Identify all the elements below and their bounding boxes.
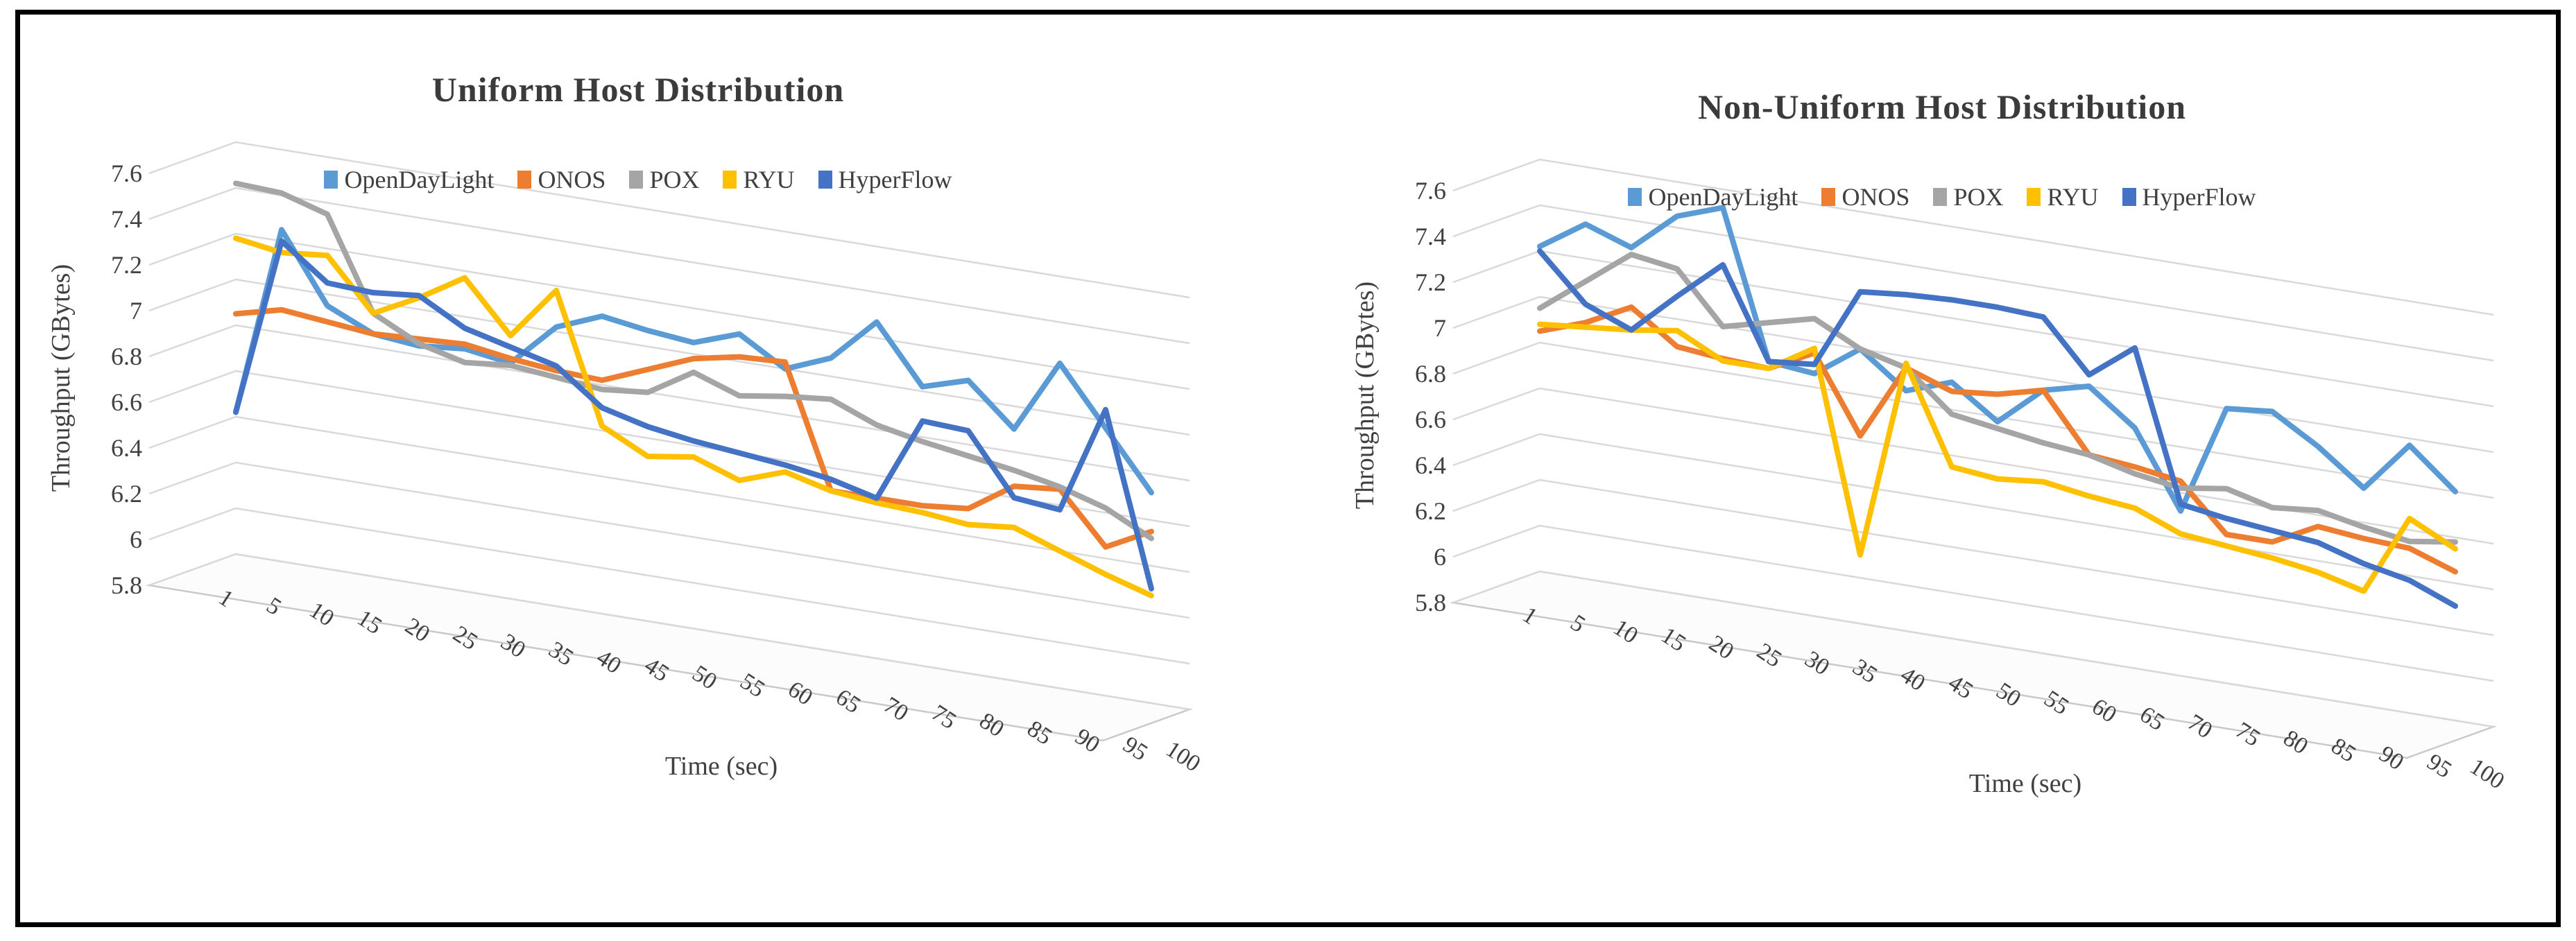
y-tick-label: 7 xyxy=(130,297,142,325)
series-line-ryu xyxy=(1537,321,2458,594)
y-tick-label: 7.6 xyxy=(111,159,142,187)
x-tick-labels: 1 5 10 15 20 25 30 35 40 45 50 55 60 65 70 75 80 85 90 95 10… xyxy=(214,585,1205,777)
y-tick-label: 6.2 xyxy=(111,480,142,508)
legend-swatch-pox xyxy=(629,171,644,189)
legend-item-onos: ONOS xyxy=(1821,182,1909,211)
y-tick-label: 6 xyxy=(130,526,142,553)
chart-plot-0: 7.6 7.4 7.2 7 6.8 6.6 6.4 6.2 6 5.8 1 5 10 15 20 25 30 35… xyxy=(46,141,1205,781)
y-tick-label: 7.2 xyxy=(1415,268,1446,296)
chart-plot-1: 7.6 7.4 7.2 7 6.8 6.6 6.4 6.2 6 5.8 1 5 10 15 20 25 30 35… xyxy=(1350,158,2509,798)
gridline xyxy=(1452,204,2494,362)
y-tick-label: 6 xyxy=(1434,543,1446,571)
chart-title-non-uniform: Non-Uniform Host Distribution xyxy=(1697,87,2187,126)
gridline xyxy=(148,232,1190,390)
series-line-onos xyxy=(1537,304,2458,575)
legend-label: POX xyxy=(1953,183,2004,211)
gridline xyxy=(148,141,1190,299)
gridline xyxy=(148,324,1190,482)
legend-item-ryu: RYU xyxy=(723,165,795,194)
legend-label: POX xyxy=(649,166,700,193)
gridline xyxy=(1452,433,2494,591)
y-tick-label: 5.8 xyxy=(111,571,142,599)
x-tick-label: 100 xyxy=(1161,736,1205,777)
gridline xyxy=(1452,158,2494,316)
x-axis-title: Time (sec) xyxy=(665,752,778,781)
legend-item-onos: ONOS xyxy=(517,165,606,194)
series-line-hyperflow xyxy=(233,238,1154,592)
gridline xyxy=(148,415,1190,573)
gridline xyxy=(1452,524,2494,682)
gridline xyxy=(1452,295,2494,454)
legend-label: HyperFlow xyxy=(2142,183,2256,211)
y-tick-label: 6.6 xyxy=(1415,406,1446,433)
y-axis-title: Throughput (GBytes) xyxy=(46,264,76,492)
y-tick-label: 7.4 xyxy=(111,205,142,233)
legend-swatch-opendaylight xyxy=(1628,188,1642,206)
legend-item-opendaylight: OpenDayLight xyxy=(1628,182,1798,211)
y-tick-label: 7.6 xyxy=(1415,177,1446,205)
x-tick-label: 100 xyxy=(2465,754,2509,795)
y-tick-label: 7 xyxy=(1434,314,1446,342)
chart-floor xyxy=(146,553,1193,742)
chart-floor xyxy=(1450,570,2497,759)
legend-item-hyperflow: HyperFlow xyxy=(818,165,952,194)
y-tick-label: 5.8 xyxy=(1415,589,1446,616)
legend-item-pox: POX xyxy=(1933,182,2003,211)
x-axis-title: Time (sec) xyxy=(1969,769,2081,798)
legend-swatch-hyperflow xyxy=(818,171,832,189)
series-line-ryu xyxy=(233,235,1154,598)
legend-non-uniform: OpenDayLight ONOS POX RYU HyperFlow xyxy=(1422,182,2462,211)
legend-swatch-onos xyxy=(1821,188,1836,206)
legend-item-pox: POX xyxy=(629,165,699,194)
gridline xyxy=(1452,478,2494,637)
y-tick-label: 6.4 xyxy=(111,434,142,462)
gridline xyxy=(148,461,1190,619)
gridline xyxy=(148,370,1190,528)
legend-label: HyperFlow xyxy=(838,166,952,193)
gridline xyxy=(148,278,1190,436)
y-tick-label: 6.8 xyxy=(111,343,142,370)
series-line-pox xyxy=(233,180,1154,542)
legend-swatch-opendaylight xyxy=(324,171,338,189)
legend-item-ryu: RYU xyxy=(2027,182,2099,211)
legend-label: RYU xyxy=(2047,183,2099,211)
legend-label: OpenDayLight xyxy=(1648,183,1798,211)
y-tick-label: 7.4 xyxy=(1415,223,1446,250)
series-line-opendaylight xyxy=(1537,205,2458,514)
gridline xyxy=(148,553,1190,711)
x-tick-labels: 1 5 10 15 20 25 30 35 40 45 50 55 60 65 70 75 80 85 90 95 10… xyxy=(1518,602,2509,795)
y-axis-title: Throughput (GBytes) xyxy=(1350,282,1380,509)
series-line-onos xyxy=(233,307,1154,550)
gridline xyxy=(148,187,1190,345)
x-tick-label: 95 xyxy=(1118,732,1152,766)
gridline xyxy=(148,507,1190,665)
legend-swatch-ryu xyxy=(723,171,737,189)
legend-swatch-pox xyxy=(1933,188,1948,206)
series-line-hyperflow xyxy=(1537,248,2458,609)
gridlines: 7.6 7.4 7.2 7 6.8 6.6 6.4 6.2 6 5.8 xyxy=(111,141,1190,711)
y-tick-label: 6.8 xyxy=(1415,360,1446,388)
legend-item-hyperflow: HyperFlow xyxy=(2122,182,2256,211)
y-tick-label: 6.4 xyxy=(1415,451,1446,479)
legend-item-opendaylight: OpenDayLight xyxy=(324,165,494,194)
legend-label: RYU xyxy=(743,166,795,193)
legend-swatch-hyperflow xyxy=(2122,188,2136,206)
legend-label: OpenDayLight xyxy=(344,166,495,193)
legend-uniform: OpenDayLight ONOS POX RYU HyperFlow xyxy=(118,165,1158,194)
legend-swatch-onos xyxy=(517,171,532,189)
legend-label: ONOS xyxy=(1841,183,1910,211)
y-tick-label: 6.2 xyxy=(1415,497,1446,525)
y-tick-label: 7.2 xyxy=(111,251,142,279)
y-tick-label: 6.6 xyxy=(111,388,142,416)
gridline xyxy=(1452,570,2494,728)
chart-title-uniform: Uniform Host Distribution xyxy=(431,70,845,109)
gridline xyxy=(1452,341,2494,499)
legend-swatch-ryu xyxy=(2027,188,2041,206)
legend-label: ONOS xyxy=(538,166,606,193)
x-tick-label: 95 xyxy=(2422,749,2456,784)
